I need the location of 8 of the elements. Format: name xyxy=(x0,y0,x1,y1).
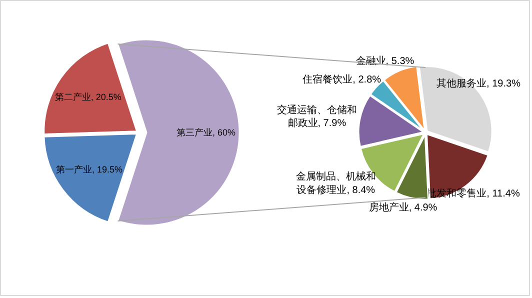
slice-label: 交通运输、仓储和邮政业, 7.9% xyxy=(276,104,357,130)
slice-label: 第三产业, 60% xyxy=(176,128,236,138)
slice-label: 第二产业, 20.5% xyxy=(54,92,122,102)
slice-label: 第一产业, 19.5% xyxy=(56,164,123,174)
slice-label: 其他服务业, 19.3% xyxy=(436,77,521,90)
slice-label: 金属制品、机械和设备修理业, 8.4% xyxy=(296,170,376,196)
slice-label: 住宿餐饮业, 2.8% xyxy=(302,74,382,86)
slice-label: 房地产业, 4.9% xyxy=(368,201,438,214)
